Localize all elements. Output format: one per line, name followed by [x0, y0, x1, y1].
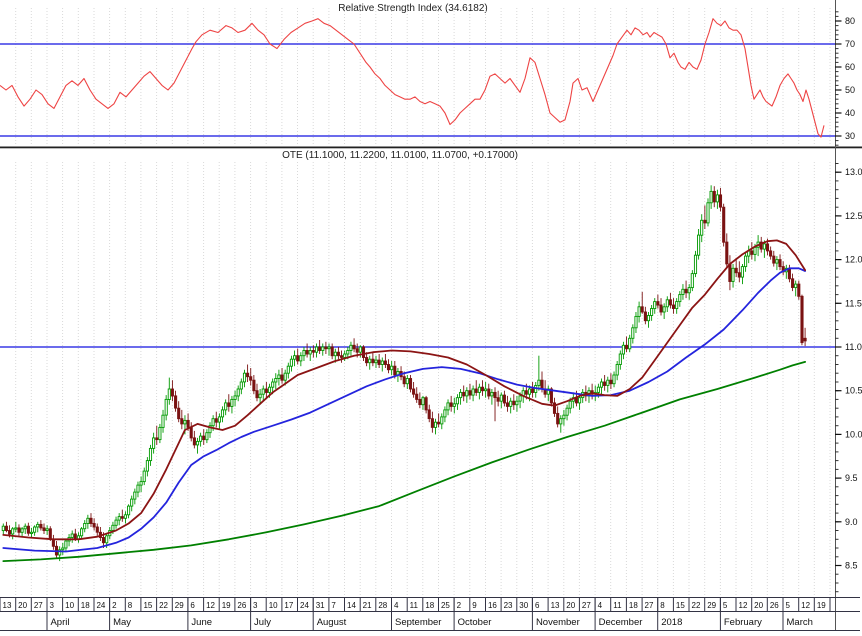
svg-text:2: 2	[457, 601, 462, 610]
svg-text:8.5: 8.5	[845, 561, 858, 571]
svg-text:22: 22	[692, 601, 701, 610]
svg-text:December: December	[599, 617, 643, 628]
svg-text:31: 31	[316, 601, 325, 610]
svg-text:10: 10	[269, 601, 278, 610]
svg-text:15: 15	[676, 601, 685, 610]
svg-text:70: 70	[845, 39, 855, 49]
svg-text:9.0: 9.0	[845, 517, 858, 527]
svg-text:11.0: 11.0	[845, 342, 862, 352]
svg-text:14: 14	[347, 601, 356, 610]
svg-text:10: 10	[65, 601, 74, 610]
svg-text:19: 19	[222, 601, 231, 610]
svg-text:5: 5	[786, 601, 791, 610]
svg-text:August: August	[317, 617, 347, 628]
svg-text:20: 20	[18, 601, 27, 610]
svg-text:18: 18	[629, 601, 638, 610]
svg-text:20: 20	[566, 601, 575, 610]
svg-text:October: October	[458, 617, 492, 628]
svg-text:7: 7	[331, 601, 336, 610]
svg-text:10.0: 10.0	[845, 429, 862, 439]
svg-text:2018: 2018	[661, 617, 682, 628]
svg-text:9.5: 9.5	[845, 473, 858, 483]
svg-text:60: 60	[845, 62, 855, 72]
svg-text:September: September	[395, 617, 441, 628]
svg-text:May: May	[113, 617, 131, 628]
svg-text:30: 30	[519, 601, 528, 610]
svg-text:11.5: 11.5	[845, 298, 862, 308]
svg-text:24: 24	[96, 601, 105, 610]
svg-text:29: 29	[175, 601, 184, 610]
svg-text:11: 11	[613, 601, 622, 610]
svg-text:22: 22	[159, 601, 168, 610]
svg-text:9: 9	[472, 601, 477, 610]
svg-text:June: June	[191, 617, 212, 628]
svg-text:April: April	[50, 617, 69, 628]
svg-text:29: 29	[707, 601, 716, 610]
svg-text:19: 19	[817, 601, 826, 610]
svg-text:July: July	[254, 617, 271, 628]
price-panel-title: OTE (11.1000, 11.2200, 11.0100, 11.0700,…	[282, 150, 518, 161]
svg-text:12: 12	[739, 601, 748, 610]
svg-text:2: 2	[112, 601, 117, 610]
svg-text:12: 12	[801, 601, 810, 610]
svg-text:16: 16	[488, 601, 497, 610]
svg-text:12.5: 12.5	[845, 211, 862, 221]
svg-text:27: 27	[645, 601, 654, 610]
svg-text:27: 27	[582, 601, 591, 610]
svg-text:13: 13	[3, 601, 12, 610]
svg-text:12: 12	[206, 601, 215, 610]
svg-text:11: 11	[410, 601, 419, 610]
svg-text:40: 40	[845, 108, 855, 118]
svg-text:50: 50	[845, 85, 855, 95]
svg-text:8: 8	[660, 601, 665, 610]
svg-text:6: 6	[535, 601, 540, 610]
svg-text:20: 20	[754, 601, 763, 610]
svg-text:28: 28	[378, 601, 387, 610]
svg-text:13: 13	[551, 601, 560, 610]
svg-text:80: 80	[845, 16, 855, 26]
svg-text:18: 18	[81, 601, 90, 610]
svg-text:13.0: 13.0	[845, 167, 862, 177]
svg-text:23: 23	[504, 601, 513, 610]
svg-text:15: 15	[143, 601, 152, 610]
svg-text:25: 25	[441, 601, 450, 610]
svg-text:March: March	[787, 617, 813, 628]
svg-text:4: 4	[394, 601, 399, 610]
svg-text:17: 17	[284, 601, 293, 610]
svg-text:November: November	[536, 617, 580, 628]
svg-text:21: 21	[363, 601, 372, 610]
svg-text:27: 27	[34, 601, 43, 610]
svg-text:26: 26	[770, 601, 779, 610]
svg-text:5: 5	[723, 601, 728, 610]
svg-text:8: 8	[128, 601, 133, 610]
svg-text:30: 30	[845, 131, 855, 141]
svg-text:6: 6	[190, 601, 195, 610]
svg-text:26: 26	[237, 601, 246, 610]
svg-text:10.5: 10.5	[845, 386, 862, 396]
svg-text:18: 18	[425, 601, 434, 610]
svg-text:4: 4	[598, 601, 603, 610]
svg-text:12.0: 12.0	[845, 255, 862, 265]
rsi-panel-title: Relative Strength Index (34.6182)	[338, 3, 488, 14]
svg-text:February: February	[724, 617, 762, 628]
svg-text:3: 3	[253, 601, 258, 610]
svg-text:3: 3	[49, 601, 54, 610]
svg-text:24: 24	[300, 601, 309, 610]
